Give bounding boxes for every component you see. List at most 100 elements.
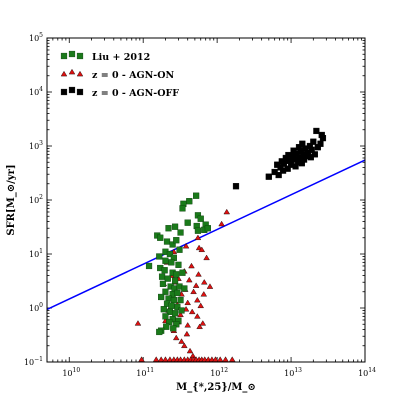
legend-marker [60, 52, 68, 60]
agn-on-point [188, 308, 196, 315]
liu2012-point [179, 269, 186, 276]
agn-on-point [183, 330, 191, 337]
agn-on-point [172, 334, 180, 341]
agn-on-point [197, 302, 204, 309]
liu2012-point [170, 297, 177, 304]
liu2012-point [171, 310, 179, 317]
liu2012-point [145, 262, 153, 270]
agn-on-point [184, 299, 191, 306]
agn-off-point [274, 161, 281, 168]
liu2012-point [177, 297, 184, 304]
y-axis-label: SFR[M_⊙/yr] [6, 164, 17, 235]
liu2012-point [173, 271, 180, 278]
agn-on-point [194, 313, 201, 319]
liu2012-point [162, 313, 169, 320]
agn-off-point [299, 140, 306, 147]
liu2012-point [165, 295, 172, 302]
agn-off-point [318, 131, 325, 139]
liu2012-point [164, 275, 171, 282]
y-tick-label: 105 [29, 32, 43, 43]
agn-off-point [275, 171, 282, 179]
liu2012-point [156, 253, 163, 260]
agn-on-point [223, 208, 231, 215]
liu2012-point [181, 285, 188, 292]
agn-on-point [188, 262, 195, 269]
agn-off-point [310, 138, 317, 145]
tick-labels: 1010 1011 1012 1013 1014 10−1 100 101 102 103 104 1… [24, 32, 376, 378]
agn-on-point [218, 220, 225, 227]
fit-line [46, 159, 366, 311]
liu2012-point [186, 198, 193, 205]
plot-frame [46, 37, 366, 363]
x-tick-label: 1013 [284, 367, 302, 378]
liu2012-point [175, 261, 182, 268]
liu2012-point [169, 241, 176, 248]
agn-on-point [195, 271, 202, 277]
liu2012-point [171, 223, 179, 230]
agn-off-point [295, 144, 303, 151]
agn-off-point [265, 173, 272, 180]
liu2012-point [158, 293, 165, 301]
agn-on-point [228, 356, 236, 362]
liu2012-point [179, 205, 186, 212]
liu2012-point [171, 277, 179, 284]
y-tick-label: 102 [29, 194, 43, 205]
liu2012-point [163, 323, 170, 330]
agn-on-point [181, 342, 188, 349]
liu2012-point [162, 257, 169, 264]
liu2012-point [184, 219, 191, 226]
agn-off-point [278, 158, 285, 165]
agn-on-point [190, 288, 197, 295]
liu2012-point [166, 250, 174, 258]
agn-on-point [177, 311, 184, 318]
liu2012-point [162, 288, 169, 295]
agn-off-point [308, 146, 315, 153]
agn-off-point [311, 151, 318, 158]
liu2012-point [174, 289, 181, 297]
agn-on-point [184, 322, 191, 328]
liu2012-point [158, 273, 166, 280]
agn-off-point [317, 140, 324, 147]
agn-on-point [198, 246, 206, 252]
liu2012-point [197, 215, 204, 222]
agn-on-point [216, 356, 224, 362]
agn-on-point [222, 356, 229, 362]
agn-on-point [196, 323, 203, 329]
liu2012-point [174, 303, 181, 310]
agn-on-point [194, 234, 202, 241]
liu2012-point [194, 227, 202, 234]
liu2012-point [204, 225, 211, 232]
y-tick-label: 100 [29, 302, 43, 313]
agn-off-point [313, 127, 320, 135]
agn-on-point [192, 282, 200, 288]
agn-on-point [152, 356, 160, 362]
axes-ticks [46, 37, 366, 363]
y-tick-label: 104 [29, 86, 43, 97]
legend-marker [68, 50, 76, 58]
agn-on-point [203, 254, 210, 261]
liu2012-point [159, 280, 167, 287]
agn-on-point [201, 279, 208, 285]
agn-on-point [199, 320, 207, 326]
liu2012-point [163, 238, 171, 245]
legend-label-agn-off: z = 0 - AGN-OFF [92, 88, 179, 99]
legend-marker [68, 68, 76, 75]
x-tick-label: 1014 [358, 367, 376, 378]
liu2012-point [177, 229, 184, 236]
agn-off-point [285, 151, 292, 159]
liu2012-point [176, 246, 183, 253]
liu2012-point [170, 325, 177, 332]
legend-marker [68, 86, 76, 94]
data-points [134, 127, 327, 362]
liu2012-point [168, 302, 175, 309]
agn-on-point [134, 320, 142, 326]
legend-marker [60, 70, 68, 77]
agn-on-point [200, 291, 208, 297]
liu2012-point [178, 307, 185, 314]
agn-on-point [206, 283, 214, 289]
fit-line-path [46, 159, 366, 311]
x-tick-label: 1011 [136, 367, 154, 378]
legend: Liu + 2012 z = 0 - AGN-ON z = 0 - AGN-OF… [60, 50, 179, 99]
agn-off-point [290, 147, 297, 154]
legend-marker [76, 52, 84, 60]
